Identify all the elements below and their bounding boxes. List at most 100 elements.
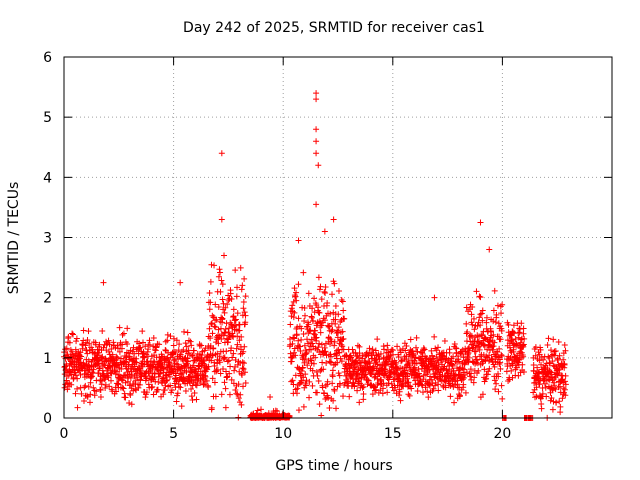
data-point	[64, 386, 71, 393]
data-point	[289, 340, 296, 347]
data-point	[353, 371, 360, 378]
data-point	[116, 324, 123, 331]
data-point	[513, 340, 520, 347]
outlier-point	[313, 90, 320, 97]
data-point	[223, 348, 230, 355]
data-point	[548, 347, 555, 354]
data-point	[498, 327, 505, 334]
data-point	[495, 320, 502, 327]
data-point	[295, 337, 302, 344]
data-point	[212, 324, 219, 331]
data-point	[63, 345, 70, 352]
data-point	[102, 356, 109, 363]
data-point	[534, 364, 541, 371]
data-point	[298, 336, 305, 343]
data-point	[451, 399, 458, 406]
data-point	[227, 290, 234, 297]
data-point	[428, 347, 435, 354]
data-point	[326, 404, 333, 411]
data-point	[350, 369, 357, 376]
data-point	[496, 345, 503, 352]
data-point	[322, 284, 329, 290]
data-point	[231, 317, 238, 324]
data-point	[222, 326, 229, 333]
data-point	[479, 307, 486, 314]
data-point	[112, 371, 119, 378]
data-point	[125, 373, 132, 380]
data-point	[457, 364, 464, 371]
data-point	[184, 329, 191, 336]
data-point	[507, 347, 514, 354]
data-point	[163, 377, 170, 384]
data-point	[212, 301, 219, 308]
data-point	[159, 380, 166, 387]
data-point	[108, 346, 115, 353]
data-point	[211, 362, 218, 369]
data-point	[555, 369, 562, 376]
data-point	[340, 335, 347, 342]
data-point	[495, 388, 502, 395]
y-tick-label: 1	[43, 351, 52, 367]
data-point	[316, 340, 323, 347]
data-point	[93, 388, 100, 395]
data-point	[467, 332, 474, 339]
data-point	[540, 356, 547, 363]
data-point	[176, 341, 183, 348]
data-point	[178, 403, 185, 410]
data-point	[544, 373, 551, 380]
data-point	[309, 382, 316, 389]
data-point	[380, 385, 387, 392]
data-point	[157, 370, 164, 377]
data-point	[331, 338, 338, 345]
data-point	[295, 281, 302, 288]
data-point	[234, 333, 241, 340]
data-point	[536, 381, 543, 388]
data-point	[99, 327, 106, 334]
data-point	[95, 360, 102, 367]
data-point	[468, 311, 475, 318]
data-point	[299, 364, 306, 371]
data-point	[114, 368, 121, 375]
data-point	[120, 385, 127, 392]
data-point	[359, 384, 366, 391]
data-point	[466, 354, 473, 361]
data-point	[349, 372, 356, 379]
data-point	[66, 368, 73, 375]
data-point	[217, 370, 224, 377]
data-point	[441, 363, 448, 370]
data-point	[390, 387, 397, 394]
data-point	[74, 385, 81, 392]
data-point	[479, 317, 486, 324]
data-point	[314, 372, 321, 379]
data-point	[204, 366, 211, 373]
data-point	[452, 345, 459, 352]
outlier-point	[295, 237, 302, 244]
data-point	[431, 373, 438, 380]
data-point	[550, 336, 557, 343]
data-point	[239, 359, 246, 366]
data-point	[207, 278, 214, 285]
data-point	[369, 391, 376, 398]
data-point	[230, 314, 237, 321]
data-point	[366, 345, 373, 352]
outlier-point	[177, 279, 184, 286]
data-point	[230, 333, 237, 340]
data-point	[122, 394, 129, 401]
data-point	[206, 325, 213, 332]
data-point	[476, 346, 483, 353]
data-point	[319, 384, 326, 391]
data-point	[102, 381, 109, 388]
data-point	[445, 369, 452, 376]
tick-labels: 0 5 10 15 20 0 1 2 3 4 5 6	[43, 50, 511, 442]
data-point	[468, 333, 475, 340]
data-point	[208, 261, 215, 268]
data-point	[561, 361, 568, 368]
data-point	[493, 311, 500, 318]
data-point	[439, 356, 446, 363]
data-point	[177, 384, 184, 391]
data-point	[301, 304, 308, 311]
data-point	[217, 288, 224, 295]
data-point	[467, 373, 474, 380]
data-point	[74, 375, 81, 382]
data-point	[414, 388, 421, 395]
